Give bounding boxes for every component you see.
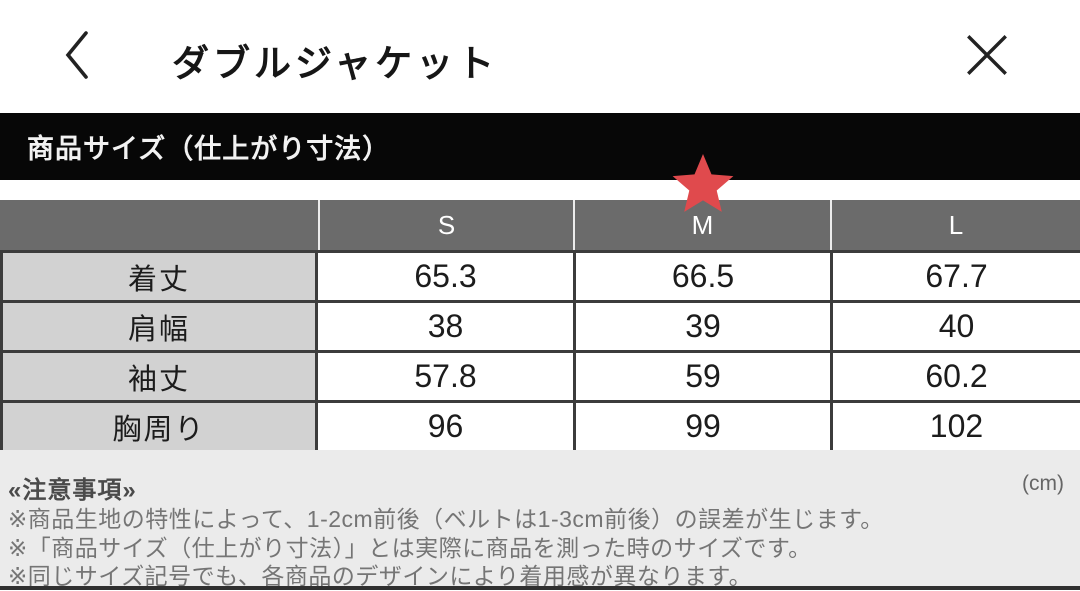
- size-value-cell: 67.7: [830, 253, 1080, 300]
- size-value-cell: 39: [573, 303, 830, 350]
- size-value-cell: 102: [830, 403, 1080, 450]
- row-label: 着丈: [0, 253, 318, 300]
- app-header: ダブルジャケット: [0, 0, 1080, 113]
- note-item: ※商品生地の特性によって、1-2cm前後（ベルトは1-3cm前後）の誤差が生じま…: [8, 506, 884, 532]
- table-row: 胸周り 96 99 102: [0, 400, 1080, 453]
- column-header-l: L: [830, 200, 1080, 250]
- bottom-divider: [0, 586, 1080, 590]
- size-value-cell: 60.2: [830, 353, 1080, 400]
- size-value-cell: 96: [318, 403, 573, 450]
- close-icon: [942, 35, 1032, 103]
- back-button[interactable]: [52, 26, 104, 86]
- size-value-cell: 66.5: [573, 253, 830, 300]
- column-header-empty: [0, 200, 318, 250]
- table-row: 袖丈 57.8 59 60.2: [0, 350, 1080, 400]
- notes-list: ※商品生地の特性によって、1-2cm前後（ベルトは1-3cm前後）の誤差が生じま…: [8, 505, 1064, 591]
- note-item: ※「商品サイズ（仕上がり寸法）」とは実際に商品を測った時のサイズです。: [8, 534, 812, 561]
- section-header-bar: 商品サイズ（仕上がり寸法）: [0, 113, 1080, 180]
- table-row: 肩幅 38 39 40: [0, 300, 1080, 350]
- size-value-cell: 40: [830, 303, 1080, 350]
- column-header-s: S: [318, 200, 573, 250]
- chevron-left-icon: [54, 30, 102, 86]
- row-label: 肩幅: [0, 303, 318, 350]
- table-row: 着丈 65.3 66.5 67.7: [0, 250, 1080, 300]
- highlight-star-icon: [667, 150, 739, 222]
- size-value-cell: 57.8: [318, 353, 573, 400]
- size-table-body: 着丈 65.3 66.5 67.7 肩幅 38 39 40 袖丈 57.8 59 60.2 胸周り 96 9…: [0, 250, 1080, 453]
- size-value-cell: 99: [573, 403, 830, 450]
- notes-heading: «注意事項»: [8, 477, 137, 504]
- row-label: 胸周り: [0, 403, 318, 450]
- size-value-cell: 59: [573, 353, 830, 400]
- section-title: 商品サイズ（仕上がり寸法）: [27, 134, 391, 164]
- close-button[interactable]: [942, 10, 1032, 100]
- note-item: ※同じサイズ記号でも、各商品のデザインにより着用感が異なります。: [8, 563, 753, 589]
- size-table-header-row: S M L: [0, 200, 1080, 250]
- size-value-cell: 38: [318, 303, 573, 350]
- size-table: S M L 着丈 65.3 66.5 67.7 肩幅 38 39 40 袖丈 57.8 59 60.2…: [0, 200, 1080, 453]
- column-header-m: M: [573, 200, 830, 250]
- row-label: 袖丈: [0, 353, 318, 400]
- page-title: ダブルジャケット: [172, 43, 499, 84]
- notes-section: «注意事項» (cm) ※商品生地の特性によって、1-2cm前後（ベルトは1-3…: [0, 450, 1080, 589]
- size-value-cell: 65.3: [318, 253, 573, 300]
- unit-label: (cm): [1022, 472, 1064, 495]
